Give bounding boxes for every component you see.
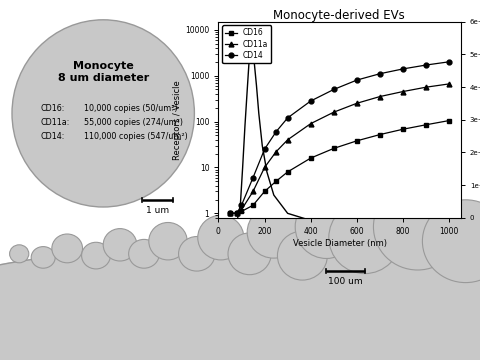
Text: CD16:: CD16:	[41, 104, 65, 112]
CD11a	[331, 110, 336, 114]
Text: 55,000 copies (274/um²): 55,000 copies (274/um²)	[84, 118, 183, 127]
CD11a	[239, 208, 244, 212]
CD14	[308, 99, 313, 103]
CD16	[423, 123, 429, 127]
CD11a	[308, 121, 313, 126]
CD14	[273, 130, 279, 134]
CD14	[354, 78, 360, 82]
CD14	[227, 211, 233, 216]
CD14	[331, 87, 336, 91]
Line: CD11a: CD11a	[228, 81, 452, 216]
CD16	[354, 139, 360, 143]
CD11a	[446, 82, 452, 86]
Text: CD11a:: CD11a:	[41, 118, 70, 127]
Text: 10,000 copies (50/um²): 10,000 copies (50/um²)	[84, 104, 178, 112]
Ellipse shape	[179, 237, 215, 271]
CD16	[262, 189, 267, 194]
Ellipse shape	[149, 222, 187, 260]
CD11a	[273, 149, 279, 154]
Ellipse shape	[198, 215, 244, 260]
Ellipse shape	[373, 184, 462, 270]
CD16	[400, 127, 406, 131]
Ellipse shape	[12, 20, 194, 207]
CD14	[400, 67, 406, 71]
Text: 100 um: 100 um	[328, 277, 363, 286]
Text: 1 um: 1 um	[145, 206, 169, 215]
Ellipse shape	[82, 242, 110, 269]
CD14	[239, 203, 244, 207]
Ellipse shape	[129, 239, 159, 268]
CD14	[285, 116, 290, 120]
CD16	[377, 132, 383, 137]
CD14	[250, 175, 256, 180]
CD14	[234, 211, 240, 216]
CD11a	[227, 211, 233, 216]
CD16	[227, 211, 233, 216]
CD16	[308, 156, 313, 160]
Text: CD14:: CD14:	[41, 132, 65, 141]
Text: Monocyte-derived EVs
80 - 400 um diameter: Monocyte-derived EVs 80 - 400 um diamete…	[273, 9, 404, 37]
CD16	[273, 179, 279, 183]
Ellipse shape	[329, 202, 401, 274]
Ellipse shape	[10, 245, 29, 263]
CD11a	[354, 101, 360, 105]
Ellipse shape	[52, 234, 83, 263]
Ellipse shape	[103, 229, 137, 261]
Line: CD16: CD16	[228, 118, 452, 216]
CD16	[234, 211, 240, 216]
CD11a	[262, 165, 267, 170]
CD11a	[234, 211, 240, 216]
Ellipse shape	[422, 200, 480, 283]
Line: CD14: CD14	[228, 59, 452, 216]
Ellipse shape	[228, 233, 271, 275]
Ellipse shape	[31, 247, 55, 268]
CD14	[262, 147, 267, 151]
CD16	[285, 170, 290, 174]
CD16	[250, 203, 256, 207]
CD16	[446, 118, 452, 123]
CD14	[423, 63, 429, 67]
Text: 110,000 copies (547/um²): 110,000 copies (547/um²)	[84, 132, 188, 141]
Text: Monocyte
8 um diameter: Monocyte 8 um diameter	[58, 61, 149, 83]
Ellipse shape	[277, 231, 327, 280]
Ellipse shape	[247, 206, 300, 258]
CD11a	[250, 189, 256, 194]
X-axis label: Vesicle Diameter (nm): Vesicle Diameter (nm)	[293, 239, 386, 248]
CD11a	[423, 85, 429, 89]
CD11a	[285, 138, 290, 142]
Legend: CD16, CD11a, CD14: CD16, CD11a, CD14	[222, 26, 271, 63]
Ellipse shape	[295, 195, 358, 258]
CD16	[331, 146, 336, 150]
CD14	[377, 72, 383, 76]
CD11a	[377, 94, 383, 99]
CD16	[239, 209, 244, 213]
Y-axis label: Receptors / Vesicle: Receptors / Vesicle	[173, 80, 182, 159]
CD14	[446, 60, 452, 64]
CD11a	[400, 89, 406, 94]
